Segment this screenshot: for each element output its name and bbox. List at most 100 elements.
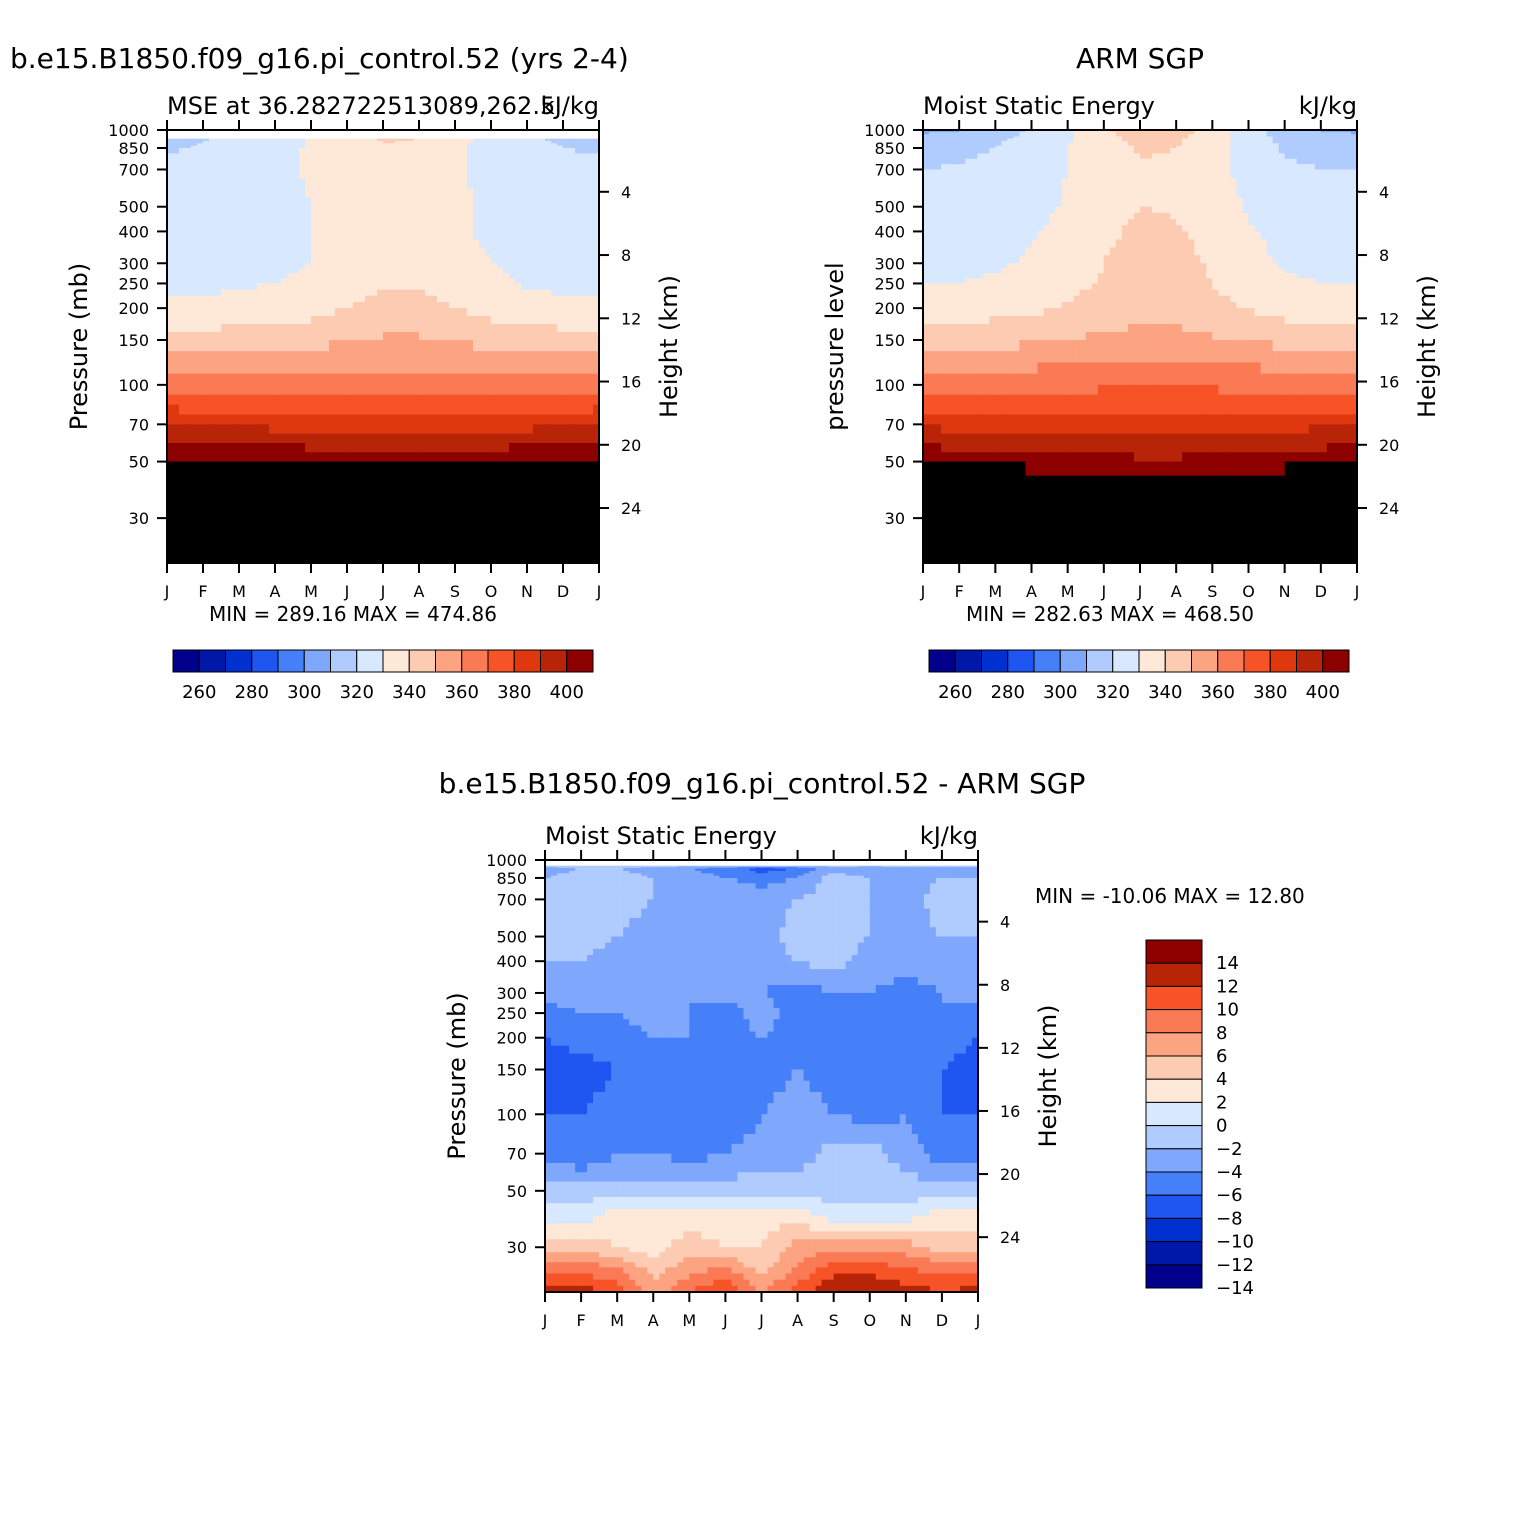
heatmap-cell	[275, 308, 282, 317]
heatmap-cell	[491, 283, 498, 291]
heatmap-cell	[371, 324, 378, 333]
heatmap-cell	[467, 433, 474, 444]
heatmap-cell	[371, 316, 378, 325]
heatmap-cell	[521, 301, 528, 309]
heatmap-cell	[449, 332, 456, 341]
heatmap-cell	[1085, 147, 1093, 154]
heatmap-cell	[455, 529, 462, 542]
heatmap-cell	[449, 138, 456, 142]
heatmap-cell	[413, 518, 420, 530]
heatmap-cell	[323, 394, 330, 406]
heatmap-cell	[377, 489, 384, 505]
heatmap-cell	[515, 263, 522, 269]
heatmap-cell	[1236, 140, 1244, 144]
heatmap-cell	[1326, 169, 1334, 180]
heatmap-cell	[1079, 138, 1087, 142]
heatmap-cell	[1176, 138, 1183, 142]
heatmap-cell	[1350, 169, 1358, 180]
heatmap-cell	[527, 153, 534, 160]
heatmap-cell	[1248, 143, 1256, 147]
heatmap-cell	[269, 247, 276, 256]
heatmap-cell	[533, 518, 540, 530]
heatmap-cell	[209, 178, 216, 189]
heatmap-cell	[1164, 140, 1171, 144]
heatmap-cell	[365, 197, 372, 208]
heatmap-cell	[1127, 158, 1135, 165]
heatmap-cell	[569, 278, 576, 285]
heatmap-cell	[563, 452, 570, 463]
heatmap-cell	[977, 153, 984, 160]
heatmap-cell	[1164, 188, 1171, 199]
heatmap-cell	[389, 153, 396, 160]
heatmap-cell	[569, 197, 576, 208]
heatmap-cell	[563, 147, 570, 154]
heatmap-cell	[299, 225, 306, 233]
heatmap-cell	[1224, 197, 1232, 208]
heatmap-cell	[263, 503, 270, 519]
heatmap-cell	[323, 442, 330, 453]
heatmap-cell	[293, 316, 300, 325]
heatmap-cell	[1308, 145, 1316, 149]
y2-tick-label: 16	[621, 373, 641, 392]
heatmap-cell	[965, 145, 972, 149]
heatmap-cell	[323, 308, 330, 317]
heatmap-cell	[365, 188, 372, 199]
heatmap-cell	[293, 197, 300, 208]
heatmap-cell	[941, 134, 948, 138]
heatmap-cell	[389, 158, 396, 165]
heatmap-cell	[383, 138, 390, 142]
heatmap-cell	[227, 414, 234, 425]
heatmap-cell	[1206, 188, 1213, 199]
heatmap-cell	[299, 414, 306, 425]
heatmap-cell	[545, 219, 552, 226]
heatmap-cell	[1091, 132, 1099, 135]
heatmap-cell	[467, 188, 474, 199]
heatmap-cell	[1007, 136, 1015, 140]
heatmap-cell	[383, 231, 390, 240]
heatmap-cell	[455, 188, 462, 199]
heatmap-cell	[197, 295, 204, 303]
heatmap-cell	[179, 540, 186, 553]
heatmap-cell	[437, 332, 444, 341]
heatmap-cell	[575, 384, 582, 396]
heatmap-cell	[557, 433, 564, 444]
heatmap-cell	[431, 138, 438, 142]
heatmap-cell	[491, 255, 498, 264]
heatmap-cell	[1224, 132, 1232, 135]
heatmap-cell	[233, 489, 240, 505]
heatmap-cell	[1001, 147, 1008, 154]
heatmap-cell	[251, 206, 258, 214]
heatmap-cell	[293, 324, 300, 333]
heatmap-cell	[251, 332, 258, 341]
heatmap-cell	[179, 551, 186, 564]
heatmap-cell	[929, 134, 936, 138]
heatmap-cell	[353, 529, 360, 542]
heatmap-cell	[491, 145, 498, 149]
heatmap-cell	[341, 239, 348, 248]
heatmap-cell	[377, 452, 384, 463]
heatmap-cell	[251, 239, 258, 248]
heatmap-cell	[341, 384, 348, 396]
heatmap-cell	[545, 278, 552, 285]
heatmap-cell	[1260, 197, 1268, 208]
heatmap-cell	[227, 164, 234, 171]
heatmap-cell	[347, 324, 354, 333]
heatmap-cell	[515, 414, 522, 425]
heatmap-cell	[365, 140, 372, 144]
heatmap-cell	[527, 424, 534, 435]
heatmap-cell	[407, 212, 414, 220]
heatmap-cell	[329, 414, 336, 425]
heatmap-cell	[353, 188, 360, 199]
heatmap-cell	[317, 433, 324, 444]
heatmap-cell	[407, 289, 414, 297]
heatmap-cell	[593, 158, 600, 165]
left-string: MSE at 36.282722513089,262.5	[167, 92, 555, 120]
heatmap-cell	[593, 178, 600, 189]
heatmap-cell	[1218, 153, 1225, 160]
heatmap-cell	[281, 212, 288, 220]
heatmap-cell	[401, 489, 408, 505]
heatmap-cell	[299, 404, 306, 416]
heatmap-cell	[191, 278, 198, 285]
heatmap-cell	[443, 362, 450, 375]
heatmap-cell	[551, 145, 558, 149]
